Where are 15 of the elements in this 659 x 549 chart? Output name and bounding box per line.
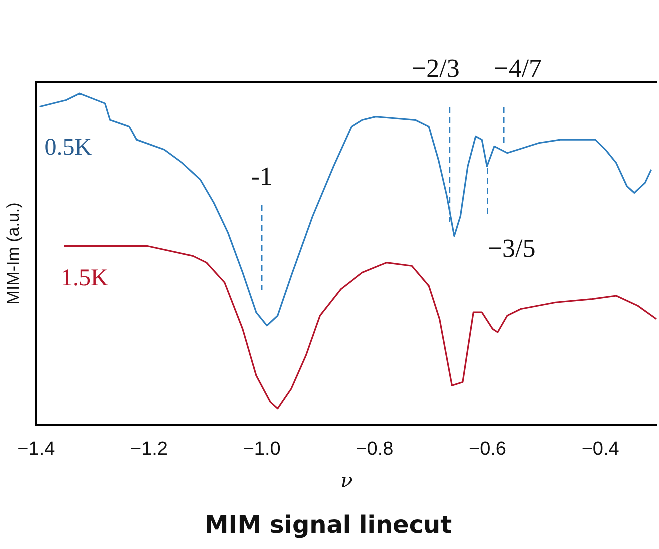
- x-tick-label: −0.4: [582, 439, 620, 460]
- y-axis-title: MIM-Im (a.u.): [4, 202, 23, 305]
- ref-line-label: -1: [251, 162, 273, 191]
- x-tick-label: −1.4: [18, 439, 56, 460]
- x-tick-label: −1.2: [130, 439, 168, 460]
- x-axis-title: ν: [340, 468, 353, 492]
- series-label: 0.5K: [44, 135, 93, 162]
- series-label: 1.5K: [61, 266, 110, 292]
- ref-line-label: −2/3: [412, 54, 460, 83]
- x-tick-label: −0.8: [356, 439, 394, 460]
- x-tick-label: −0.6: [468, 439, 507, 460]
- ref-line-label: −4/7: [494, 54, 542, 83]
- text: MIM signal linecut: [204, 510, 452, 539]
- ref-line-label: −3/5: [488, 234, 536, 263]
- x-tick-label: −1.0: [243, 439, 281, 460]
